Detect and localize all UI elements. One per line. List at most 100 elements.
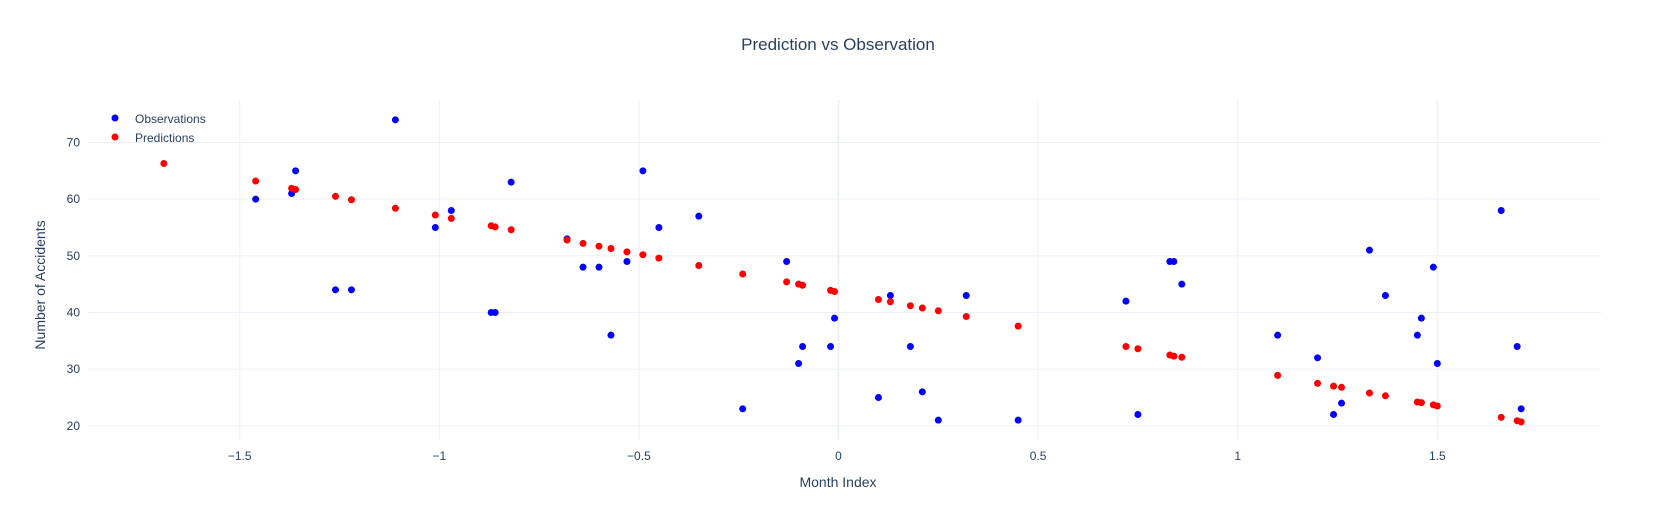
- legend-item-predictions[interactable]: Predictions: [111, 131, 195, 145]
- prediction-point[interactable]: [332, 192, 340, 200]
- prediction-point[interactable]: [1178, 353, 1186, 361]
- observation-point[interactable]: [347, 286, 355, 294]
- observation-point[interactable]: [918, 388, 926, 396]
- prediction-point[interactable]: [1122, 343, 1130, 350]
- prediction-point[interactable]: [1314, 379, 1322, 387]
- prediction-point[interactable]: [292, 186, 300, 194]
- observation-point[interactable]: [1014, 416, 1022, 424]
- x-axis-title: Month Index: [799, 474, 876, 490]
- prediction-point[interactable]: [1338, 383, 1346, 391]
- observation-point[interactable]: [332, 286, 340, 294]
- observation-point[interactable]: [447, 207, 455, 214]
- prediction-point[interactable]: [563, 236, 571, 244]
- observation-point[interactable]: [1338, 399, 1346, 407]
- observation-point[interactable]: [1134, 411, 1142, 418]
- prediction-point[interactable]: [783, 278, 791, 286]
- observation-point[interactable]: [292, 167, 300, 175]
- observation-point[interactable]: [491, 309, 499, 316]
- observation-point[interactable]: [1413, 331, 1421, 339]
- prediction-point[interactable]: [799, 281, 807, 289]
- prediction-point[interactable]: [1433, 402, 1441, 410]
- observation-point[interactable]: [1365, 246, 1373, 254]
- observation-point[interactable]: [799, 343, 807, 350]
- prediction-point[interactable]: [906, 302, 914, 310]
- prediction-point[interactable]: [447, 214, 455, 222]
- prediction-point[interactable]: [639, 251, 647, 259]
- prediction-point[interactable]: [962, 312, 970, 320]
- prediction-point[interactable]: [1170, 352, 1178, 360]
- prediction-point[interactable]: [739, 270, 747, 278]
- prediction-point[interactable]: [918, 304, 926, 312]
- observation-point[interactable]: [1433, 360, 1441, 367]
- observation-point[interactable]: [1517, 405, 1525, 413]
- prediction-point[interactable]: [1517, 418, 1525, 426]
- observation-point[interactable]: [827, 343, 835, 350]
- prediction-point[interactable]: [1134, 345, 1142, 353]
- observation-point[interactable]: [795, 360, 803, 367]
- observation-point[interactable]: [934, 416, 942, 424]
- prediction-point[interactable]: [1014, 322, 1022, 330]
- prediction-point[interactable]: [431, 211, 439, 219]
- observation-point[interactable]: [595, 263, 603, 271]
- observation-point[interactable]: [886, 292, 894, 299]
- observation-point[interactable]: [623, 258, 631, 265]
- prediction-point[interactable]: [623, 248, 631, 256]
- prediction-point[interactable]: [886, 298, 894, 306]
- prediction-point[interactable]: [934, 307, 942, 315]
- x-tick-label: 0.5: [1030, 449, 1047, 463]
- prediction-point[interactable]: [695, 261, 703, 269]
- observation-point[interactable]: [1178, 280, 1186, 288]
- observation-point[interactable]: [739, 405, 747, 413]
- observation-point[interactable]: [874, 394, 882, 401]
- observation-point[interactable]: [783, 258, 791, 265]
- prediction-point[interactable]: [1365, 389, 1373, 397]
- prediction-point[interactable]: [874, 295, 882, 303]
- y-tick-label: 50: [67, 249, 81, 263]
- observation-point[interactable]: [1497, 207, 1505, 214]
- observation-point[interactable]: [831, 314, 839, 322]
- prediction-point[interactable]: [347, 196, 355, 204]
- observation-point[interactable]: [252, 195, 260, 203]
- prediction-point[interactable]: [607, 244, 615, 252]
- prediction-point[interactable]: [1497, 413, 1505, 421]
- observation-point[interactable]: [607, 331, 615, 339]
- observation-point[interactable]: [1429, 263, 1437, 271]
- prediction-point[interactable]: [579, 239, 587, 247]
- observation-point[interactable]: [962, 292, 970, 299]
- observation-point[interactable]: [507, 178, 515, 186]
- legend-label-predictions: Predictions: [135, 131, 194, 145]
- prediction-point[interactable]: [491, 223, 499, 231]
- observation-point[interactable]: [906, 343, 914, 350]
- prediction-point[interactable]: [1330, 382, 1338, 390]
- observation-point[interactable]: [1381, 292, 1389, 299]
- observation-point[interactable]: [1170, 258, 1178, 265]
- observation-point[interactable]: [1122, 297, 1130, 305]
- prediction-point[interactable]: [831, 288, 839, 296]
- legend-item-observations[interactable]: Observations: [111, 112, 206, 126]
- prediction-point[interactable]: [507, 226, 515, 234]
- series-predictions: [160, 159, 1525, 426]
- observation-point[interactable]: [655, 224, 663, 231]
- prediction-point[interactable]: [1274, 371, 1282, 379]
- observation-point[interactable]: [1513, 343, 1521, 350]
- prediction-point[interactable]: [595, 242, 603, 250]
- prediction-point[interactable]: [655, 254, 663, 262]
- x-tick-label: 1.5: [1429, 449, 1446, 463]
- prediction-point[interactable]: [252, 177, 260, 185]
- observation-point[interactable]: [1314, 354, 1322, 362]
- prediction-point[interactable]: [391, 204, 399, 212]
- observation-point[interactable]: [695, 212, 703, 220]
- observation-point[interactable]: [639, 167, 647, 175]
- observation-point[interactable]: [1330, 411, 1338, 418]
- prediction-point[interactable]: [1381, 392, 1389, 400]
- observation-point[interactable]: [579, 263, 587, 271]
- prediction-point[interactable]: [160, 159, 168, 167]
- observation-point[interactable]: [431, 224, 439, 231]
- prediction-point[interactable]: [1417, 399, 1425, 407]
- x-tick-label: −0.5: [627, 449, 651, 463]
- observation-point[interactable]: [1274, 331, 1282, 339]
- observation-point[interactable]: [1417, 314, 1425, 322]
- x-tick-label: −1.5: [228, 449, 252, 463]
- legend[interactable]: Observations Predictions: [111, 112, 206, 145]
- observation-point[interactable]: [391, 116, 399, 124]
